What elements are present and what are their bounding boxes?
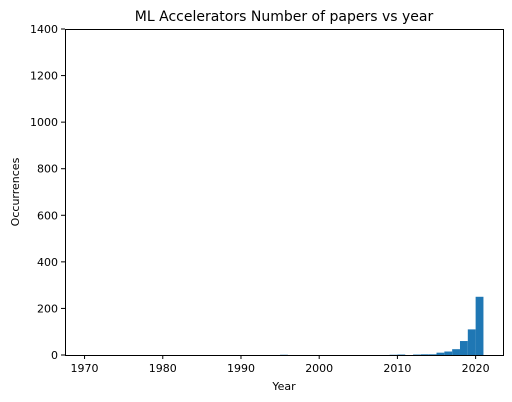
chart-title: ML Accelerators Number of papers vs year	[135, 9, 434, 25]
x-tick-label: 1990	[227, 362, 255, 375]
histogram-bar	[468, 329, 476, 355]
y-tick-label: 0	[51, 349, 58, 362]
histogram-bar	[460, 341, 468, 355]
x-axis-ticks: 1970 1980 1990 2000 2010 2020	[71, 355, 490, 375]
histogram-bar	[437, 353, 445, 355]
plot-frame	[66, 30, 504, 356]
x-tick-label: 1970	[71, 362, 99, 375]
y-tick-label: 1400	[30, 23, 58, 36]
x-tick-label: 2000	[305, 362, 333, 375]
y-axis-ticks: 0 200 400 600 800 1000 1200 1400	[30, 23, 65, 362]
y-axis-label: Occurrences	[9, 157, 22, 226]
x-tick-label: 1980	[149, 362, 177, 375]
y-tick-label: 1000	[30, 116, 58, 129]
histogram-bar	[421, 354, 429, 355]
x-tick-label: 2020	[462, 362, 490, 375]
x-tick-label: 2010	[383, 362, 411, 375]
histogram-bar	[452, 349, 460, 355]
y-tick-label: 1200	[30, 70, 58, 83]
histogram-bar	[444, 352, 452, 355]
histogram-bar	[476, 297, 484, 355]
y-tick-label: 200	[37, 302, 58, 315]
histogram-bar	[429, 354, 437, 355]
x-axis-label: Year	[271, 380, 296, 393]
bars-group	[280, 297, 483, 356]
y-tick-label: 800	[37, 163, 58, 176]
y-tick-label: 400	[37, 256, 58, 269]
y-tick-label: 600	[37, 209, 58, 222]
